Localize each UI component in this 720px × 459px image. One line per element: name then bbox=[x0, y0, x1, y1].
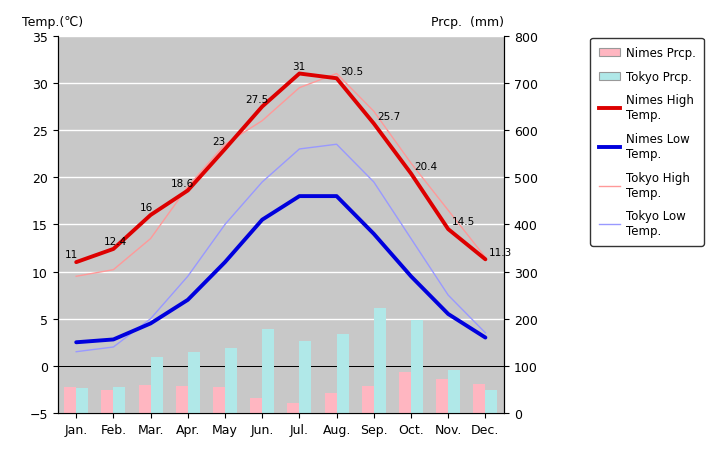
Text: 23: 23 bbox=[212, 137, 225, 147]
Bar bbox=[325, 393, 336, 413]
Bar bbox=[474, 384, 485, 413]
Bar bbox=[262, 330, 274, 413]
Bar bbox=[188, 352, 199, 413]
Bar bbox=[411, 320, 423, 413]
Bar bbox=[76, 389, 88, 413]
Bar bbox=[139, 385, 150, 413]
Bar bbox=[102, 391, 113, 413]
Bar bbox=[374, 308, 386, 413]
Text: 30.5: 30.5 bbox=[341, 67, 364, 76]
Bar bbox=[251, 398, 262, 413]
Bar bbox=[362, 386, 374, 413]
Bar bbox=[336, 334, 348, 413]
Text: 20.4: 20.4 bbox=[415, 162, 438, 171]
Bar bbox=[287, 403, 300, 413]
Bar bbox=[436, 379, 448, 413]
Bar bbox=[448, 370, 460, 413]
Bar bbox=[213, 387, 225, 413]
Bar bbox=[150, 358, 163, 413]
Bar bbox=[225, 348, 237, 413]
Bar bbox=[300, 341, 311, 413]
Text: 12.4: 12.4 bbox=[104, 237, 127, 246]
Text: 11.3: 11.3 bbox=[489, 247, 513, 257]
Text: 18.6: 18.6 bbox=[171, 179, 194, 188]
Text: 27.5: 27.5 bbox=[246, 95, 269, 105]
Bar bbox=[64, 387, 76, 413]
Legend: Nimes Prcp., Tokyo Prcp., Nimes High
Temp., Nimes Low
Temp., Tokyo High
Temp., T: Nimes Prcp., Tokyo Prcp., Nimes High Tem… bbox=[590, 39, 704, 246]
Text: 11: 11 bbox=[65, 250, 78, 260]
Text: Prcp.  (mm): Prcp. (mm) bbox=[431, 16, 504, 29]
Text: 25.7: 25.7 bbox=[377, 112, 401, 122]
Bar bbox=[485, 391, 498, 413]
Bar bbox=[399, 372, 411, 413]
Bar bbox=[113, 387, 125, 413]
Text: Temp.(℃): Temp.(℃) bbox=[22, 16, 83, 29]
Text: 31: 31 bbox=[292, 62, 305, 72]
Text: 16: 16 bbox=[140, 203, 153, 213]
Bar bbox=[176, 386, 188, 413]
Text: 14.5: 14.5 bbox=[452, 217, 475, 227]
